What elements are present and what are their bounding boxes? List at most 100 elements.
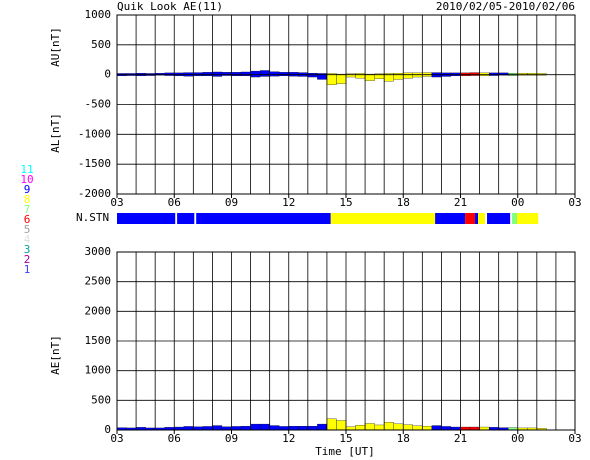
area-segment: [212, 425, 223, 431]
x-tick-label: 21: [454, 196, 467, 209]
area-segment: [269, 425, 280, 431]
y-tick-label: 1500: [85, 334, 112, 347]
y-tick-label: 2500: [85, 275, 112, 288]
area-segment: [355, 74, 366, 79]
y-tick-label: 1000: [85, 364, 112, 377]
y-axis-label: AU[nT]: [49, 27, 62, 67]
area-segment: [422, 425, 433, 431]
area-segment: [250, 423, 261, 431]
area-segment: [393, 423, 404, 431]
area-segment: [259, 423, 270, 431]
legend-label: 11: [20, 163, 33, 176]
area-segment: [403, 424, 413, 431]
area-segment: [336, 74, 347, 84]
legend-label: 2: [24, 253, 31, 266]
area-segment: [259, 70, 270, 75]
station-segment: [196, 213, 331, 224]
area-segment: [364, 423, 375, 431]
legend-label: 5: [24, 223, 31, 236]
x-tick-label: 21: [454, 432, 467, 445]
area-segment: [231, 426, 242, 431]
area-segment: [364, 74, 375, 81]
area-segment: [298, 425, 308, 431]
x-tick-label: 09: [225, 196, 238, 209]
y-tick-label: 500: [91, 38, 111, 51]
area-segment: [250, 70, 261, 75]
area-segment: [183, 426, 194, 431]
area-segment: [317, 74, 328, 80]
x-tick-label: 00: [511, 432, 524, 445]
station-segment: [478, 213, 486, 224]
x-tick-label: 12: [282, 196, 295, 209]
legend-label: 8: [24, 193, 31, 206]
station-segment: [516, 213, 539, 224]
y-tick-label: 500: [91, 393, 111, 406]
legend-label: 7: [24, 203, 31, 216]
x-tick-label: 06: [168, 196, 181, 209]
x-tick-label: 09: [225, 432, 238, 445]
area-segment: [326, 74, 337, 85]
area-segment: [374, 74, 385, 79]
x-tick-label: 03: [568, 432, 581, 445]
area-segment: [240, 425, 251, 431]
legend-label: 9: [24, 183, 31, 196]
legend-label: 3: [24, 243, 31, 256]
station-segment: [117, 213, 176, 224]
x-tick-label: 15: [339, 196, 352, 209]
x-tick-label: 03: [110, 196, 123, 209]
y-tick-label: -2000: [78, 187, 111, 200]
area-segment: [441, 426, 452, 431]
x-axis-label: Time [UT]: [315, 445, 375, 458]
legend-label: 6: [24, 213, 31, 226]
y-tick-label: -1000: [78, 127, 111, 140]
area-segment: [384, 422, 394, 431]
x-tick-label: 03: [568, 196, 581, 209]
area-segment: [326, 418, 337, 431]
x-tick-label: 03: [110, 432, 123, 445]
y-tick-label: -500: [85, 98, 112, 111]
x-tick-label: 18: [397, 432, 410, 445]
y-axis-label: AE[nT]: [49, 335, 62, 375]
station-segment: [465, 213, 476, 224]
station-segment: [512, 213, 517, 224]
area-segment: [336, 420, 347, 431]
legend-label: 10: [20, 173, 33, 186]
chart-title: Quik Look AE(11): [117, 0, 223, 13]
x-tick-label: 15: [339, 432, 352, 445]
area-segment: [374, 424, 385, 431]
area-segment: [393, 74, 404, 80]
area-segment: [240, 71, 251, 75]
station-segment: [330, 213, 436, 224]
strip-label: N.STN: [76, 211, 109, 224]
y-tick-label: 0: [104, 423, 111, 436]
x-tick-label: 18: [397, 196, 410, 209]
area-segment: [212, 71, 223, 75]
area-segment: [307, 425, 318, 431]
y-axis-label: AL[nT]: [49, 113, 62, 153]
station-segment: [475, 213, 479, 224]
station-segment: [435, 213, 466, 224]
area-segment: [403, 74, 413, 79]
date-range: 2010/02/05-2010/02/06: [436, 0, 575, 13]
area-segment: [317, 423, 328, 431]
station-segment: [487, 213, 511, 224]
area-segment: [202, 426, 213, 431]
x-tick-label: 06: [168, 432, 181, 445]
area-segment: [269, 71, 280, 75]
area-segment: [279, 426, 289, 431]
legend-label: 4: [24, 233, 31, 246]
area-segment: [431, 425, 442, 431]
y-tick-label: -1500: [78, 157, 111, 170]
x-tick-label: 12: [282, 432, 295, 445]
y-tick-label: 0: [104, 68, 111, 81]
y-tick-label: 3000: [85, 245, 112, 258]
area-segment: [384, 74, 394, 82]
x-tick-label: 00: [511, 196, 524, 209]
area-segment: [288, 425, 299, 431]
y-tick-label: 2000: [85, 304, 112, 317]
area-segment: [412, 425, 423, 431]
legend-label: 1: [24, 263, 31, 276]
station-segment: [177, 213, 195, 224]
y-tick-label: 1000: [85, 8, 112, 21]
